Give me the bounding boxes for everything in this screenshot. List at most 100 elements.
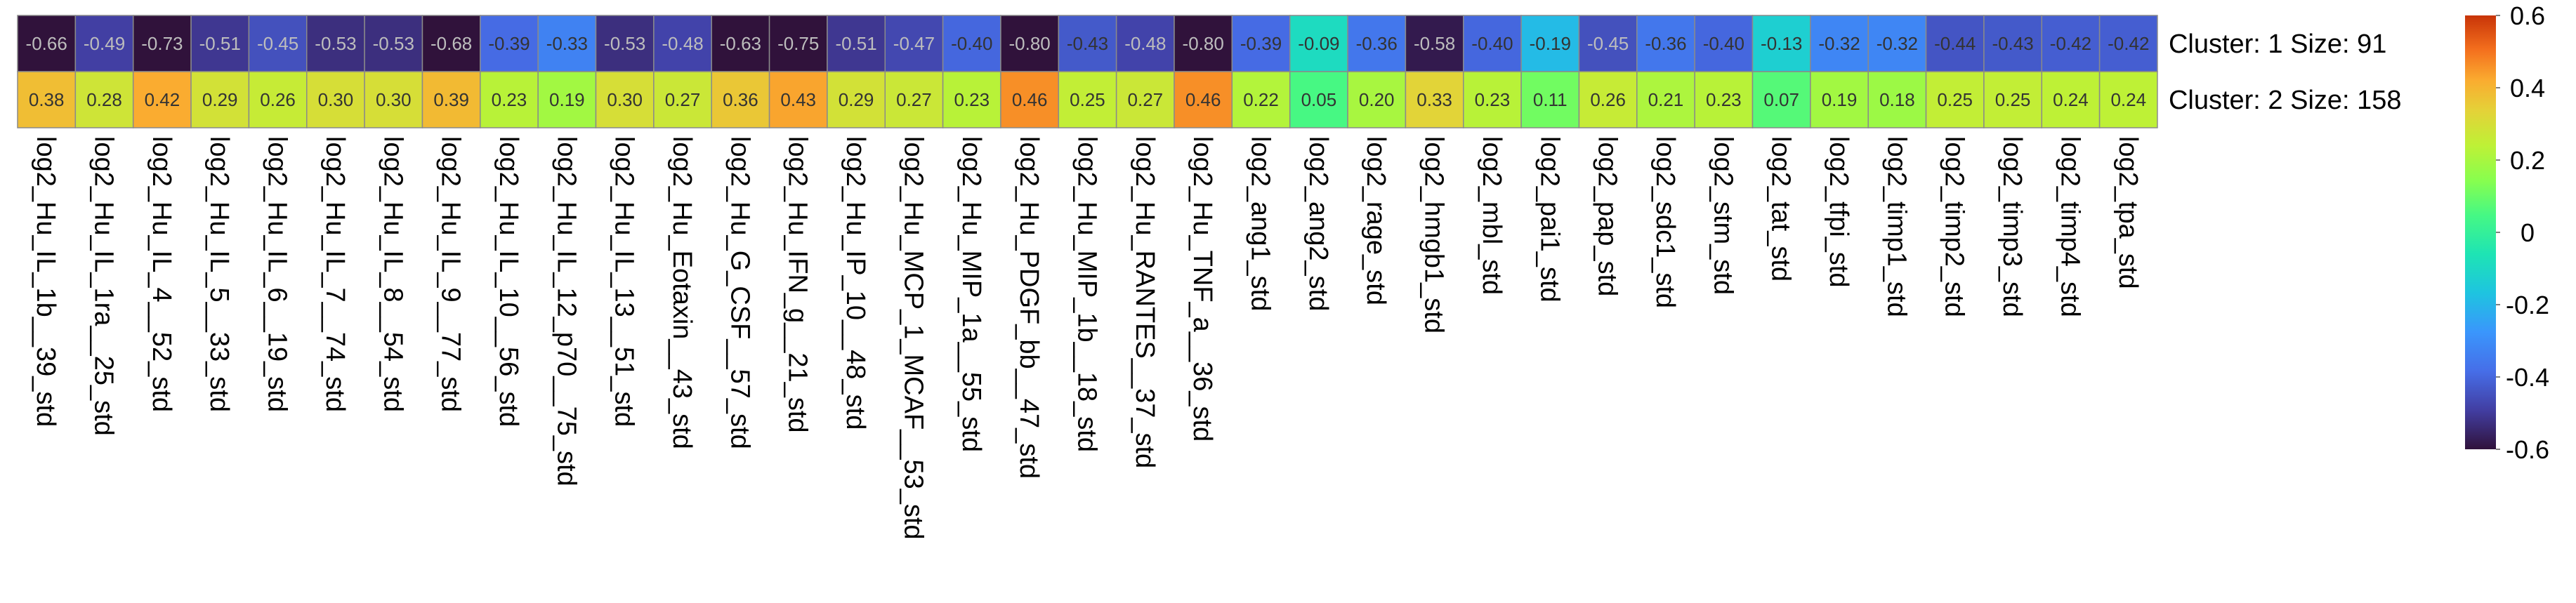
heatmap-cell: [74, 71, 134, 128]
cell-value-label: 0.27: [1128, 89, 1164, 110]
column-label: log2_Hu_G_CSF__57_std: [725, 136, 754, 449]
column-label: log2_ang1_std: [1246, 136, 1275, 311]
cell-value-label: 0.26: [260, 89, 296, 110]
cell-value-label: -0.43: [1067, 33, 1108, 54]
column-label: log2_Hu_IL_10__56_std: [494, 136, 523, 427]
cell-value-label: 0.24: [2053, 89, 2089, 110]
heatmap-cell: [942, 71, 1001, 128]
cell-value-label: -0.19: [1530, 33, 1571, 54]
heatmap-cell: [884, 71, 944, 128]
heatmap-cell: [1058, 15, 1117, 72]
column-label: log2_Hu_IL_5__33_std: [204, 136, 234, 412]
cell-value-label: -0.68: [431, 33, 472, 54]
cell-value-label: -0.53: [604, 33, 645, 54]
heatmap-cell: [421, 15, 481, 72]
heatmap-cell: [595, 71, 655, 128]
row-label: Cluster: 2 Size: 158: [2169, 86, 2402, 115]
column-label: log2_Hu_TNF_a__36_std: [1188, 136, 1217, 442]
heatmap-cell: [653, 15, 712, 72]
heatmap-cell: [1752, 15, 1811, 72]
heatmap-cell: [768, 71, 828, 128]
cell-value-label: 0.46: [1185, 89, 1221, 110]
column-label: log2_Hu_IL_8__54_std: [378, 136, 407, 412]
cell-value-label: 0.20: [1359, 89, 1395, 110]
heatmap-cell: [132, 71, 192, 128]
column-label: log2_pai1_std: [1535, 136, 1564, 303]
heatmap-cell: [1636, 71, 1695, 128]
column-labels: log2_Hu_IL_1b__39_std log2_Hu_IL_1ra__25_…: [31, 136, 2143, 540]
cell-value-label: -0.48: [662, 33, 703, 54]
cell-value-label: 0.07: [1763, 89, 1799, 110]
colorbar-gradient: [2465, 15, 2496, 449]
colorbar-tick-label: -0.4: [2506, 363, 2549, 392]
cell-value-label: 0.05: [1301, 89, 1337, 110]
column-label: log2_Hu_MCP_1_MCAF__53_std: [898, 136, 928, 540]
heatmap-cell: [17, 15, 77, 72]
cell-value-label: -0.49: [84, 33, 125, 54]
heatmap-cell: [190, 71, 250, 128]
heatmap-cell: [768, 15, 828, 72]
cell-value-label: -0.80: [1008, 33, 1050, 54]
cell-value-label: 0.33: [1417, 89, 1452, 110]
cell-value-label: -0.36: [1356, 33, 1398, 54]
heatmap-cell-labels: -0.66 -0.49 -0.73 -0.51 -0.45 -0.53 -0.53 -0.68…: [26, 33, 2150, 110]
cell-value-label: -0.43: [1992, 33, 2033, 54]
column-label: log2_sdc1_std: [1650, 136, 1680, 308]
heatmap-cell: [884, 15, 944, 72]
column-label: log2_Hu_IL_13__51_std: [610, 136, 639, 427]
cell-value-label: 0.39: [433, 89, 469, 110]
cell-value-label: 0.22: [1243, 89, 1279, 110]
colorbar: 0.6 0.4 0.2 0 -0.2 -0.4 -0.6: [2465, 1, 2549, 464]
cell-value-label: 0.27: [896, 89, 932, 110]
heatmap-cell: [74, 15, 134, 72]
heatmap-cell: [1058, 71, 1117, 128]
cell-value-label: -0.51: [835, 33, 876, 54]
cell-value-label: 0.27: [665, 89, 701, 110]
column-label: log2_Hu_MIP_1a__55_std: [957, 136, 986, 452]
cell-value-label: -0.45: [1587, 33, 1629, 54]
cell-value-label: 0.46: [1012, 89, 1048, 110]
heatmap-cell: [1174, 15, 1233, 72]
heatmap-cell: [248, 71, 308, 128]
cell-value-label: -0.39: [488, 33, 530, 54]
column-label: log2_Hu_RANTES__37_std: [1130, 136, 1159, 468]
heatmap-cell: [306, 71, 365, 128]
heatmap-cell: [1520, 71, 1580, 128]
cell-value-label: -0.47: [893, 33, 935, 54]
cell-value-label: 0.38: [29, 89, 65, 110]
heatmap-cell: [1347, 71, 1407, 128]
heatmap-cell: [2098, 71, 2158, 128]
column-label: log2_Hu_IL_6__19_std: [263, 136, 292, 412]
cell-value-label: -0.33: [546, 33, 588, 54]
heatmap-cell: [1810, 71, 1869, 128]
heatmap-cell: [306, 15, 365, 72]
heatmap-cell: [1405, 71, 1464, 128]
heatmap-cell: [1578, 15, 1638, 72]
column-label: log2_timp4_std: [2055, 136, 2084, 317]
heatmap-cell: [1694, 71, 1754, 128]
cell-value-label: -0.73: [141, 33, 183, 54]
cell-value-label: -0.36: [1645, 33, 1686, 54]
heatmap-cell: [1636, 15, 1695, 72]
colorbar-tick-label: 0.2: [2510, 146, 2545, 175]
column-label: log2_Hu_IFN_g__21_std: [783, 136, 813, 433]
heatmap-cell: [537, 71, 597, 128]
heatmap-cell: [942, 15, 1001, 72]
heatmap-cell: [1405, 15, 1464, 72]
row-label: Cluster: 1 Size: 91: [2169, 29, 2386, 59]
heatmap-cell: [1115, 15, 1175, 72]
cell-value-label: -0.39: [1240, 33, 1282, 54]
column-label: log2_tfpi_std: [1824, 136, 1853, 288]
cell-value-label: -0.40: [1471, 33, 1513, 54]
column-label: log2_stm_std: [1708, 136, 1737, 295]
cell-value-label: 0.25: [1995, 89, 2031, 110]
column-label: log2_timp3_std: [1997, 136, 2027, 317]
column-label: log2_Hu_Eotaxin__43_std: [667, 136, 697, 449]
column-label: log2_tpa_std: [2113, 136, 2143, 289]
cell-value-label: 0.21: [1648, 89, 1684, 110]
heatmap-cell: [1289, 71, 1348, 128]
colorbar-tick-label: -0.2: [2506, 291, 2549, 319]
column-label: log2_rage_std: [1361, 136, 1391, 305]
heatmap-cell: [1000, 15, 1060, 72]
